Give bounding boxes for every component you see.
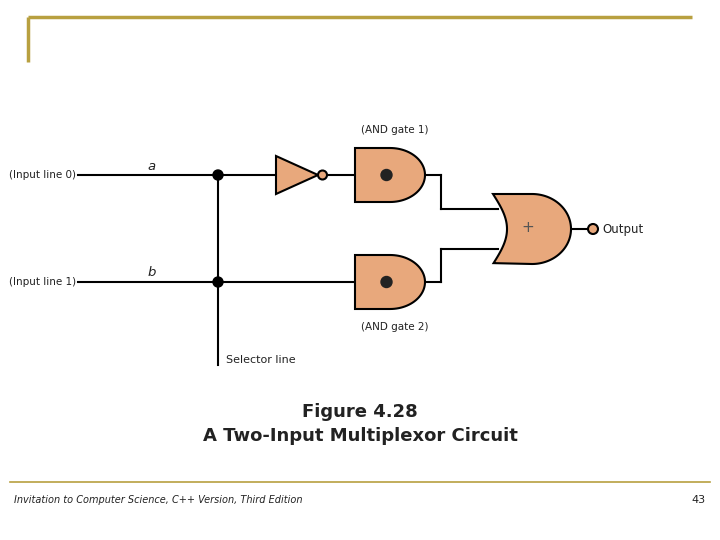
Text: a: a [148, 159, 156, 172]
Text: +: + [521, 220, 534, 235]
Circle shape [318, 171, 327, 179]
Text: Output: Output [602, 222, 643, 235]
PathPatch shape [355, 148, 425, 202]
Text: (AND gate 1): (AND gate 1) [361, 125, 428, 135]
Circle shape [213, 170, 223, 180]
Text: b: b [148, 267, 156, 280]
Text: 43: 43 [692, 495, 706, 505]
Text: Selector line: Selector line [226, 355, 296, 365]
Text: (Input line 0): (Input line 0) [9, 170, 76, 180]
Text: (Input line 1): (Input line 1) [9, 277, 76, 287]
PathPatch shape [493, 194, 571, 264]
Text: (AND gate 2): (AND gate 2) [361, 322, 428, 332]
Circle shape [213, 277, 223, 287]
Text: A Two-Input Multiplexor Circuit: A Two-Input Multiplexor Circuit [202, 427, 518, 445]
Circle shape [381, 276, 392, 287]
PathPatch shape [355, 255, 425, 309]
Text: Invitation to Computer Science, C++ Version, Third Edition: Invitation to Computer Science, C++ Vers… [14, 495, 302, 505]
Text: Figure 4.28: Figure 4.28 [302, 403, 418, 421]
Circle shape [381, 170, 392, 180]
PathPatch shape [276, 156, 318, 194]
Circle shape [588, 224, 598, 234]
